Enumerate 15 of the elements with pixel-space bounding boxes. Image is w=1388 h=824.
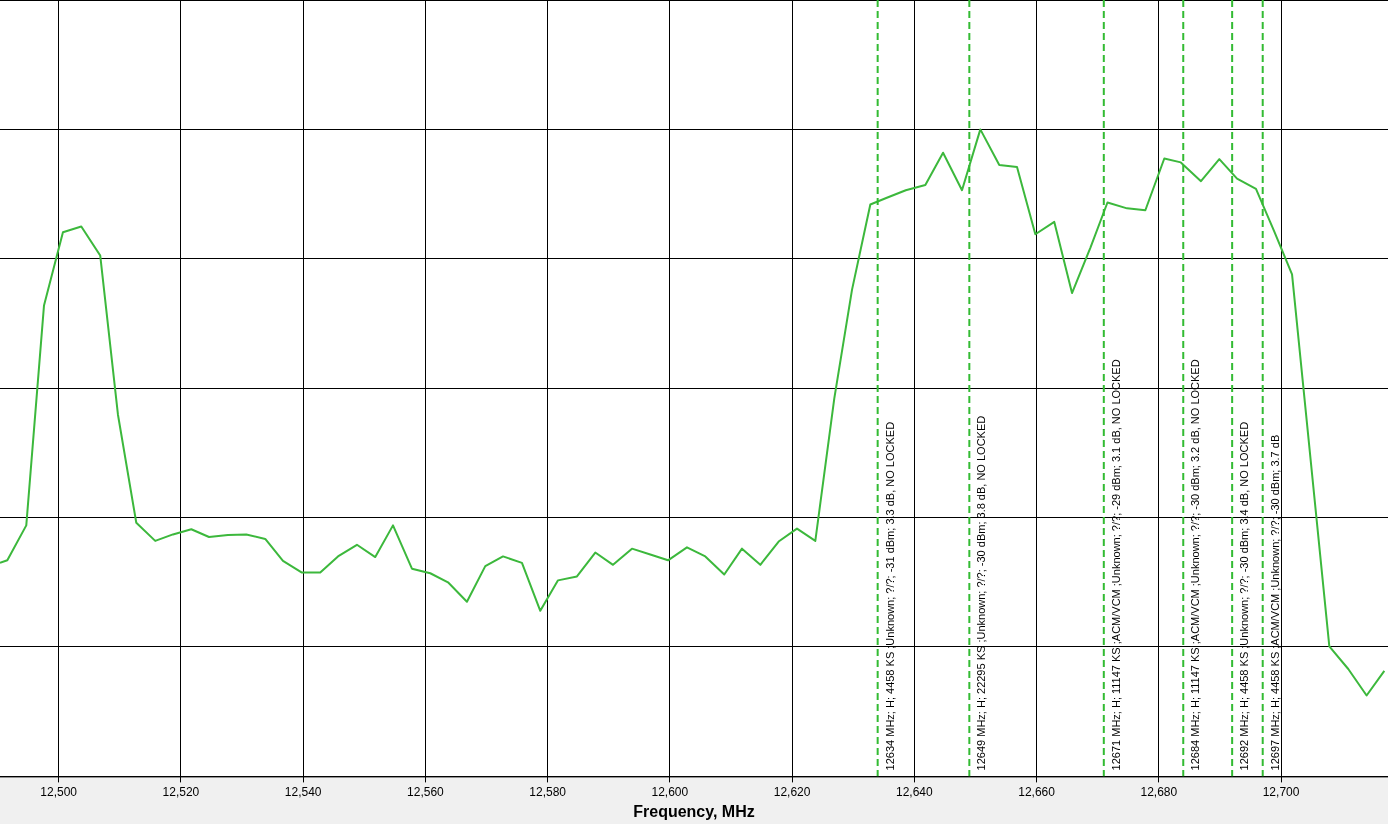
- x-tick-label: 12,540: [284, 784, 322, 799]
- x-tick-label: 12,560: [407, 784, 445, 799]
- ref-line-label: 12634 MHz; H; 4458 KS ;Unknown; ?/?; -31 dBm; 3.3 dB, NO LOCKED: [883, 421, 896, 771]
- x-tick-label: 12,680: [1140, 784, 1178, 799]
- x-axis-title: Frequency, MHz: [633, 802, 755, 820]
- x-tick-label: 12,660: [1018, 784, 1056, 799]
- x-tick-label: 12,600: [651, 784, 689, 799]
- x-tick-label: 12,580: [529, 784, 567, 799]
- ref-line-label: 12692 MHz; H; 4458 KS ;Unknown; ?/?; -30 dBm; 3.4 dB, NO LOCKED: [1238, 421, 1251, 771]
- ref-line-label: 12697 MHz; H; 4458 KS ;ACM/VCM ;Unknown; ?/?; -30 dBm; 3.7 dB: [1268, 434, 1281, 771]
- x-tick-label: 12,620: [773, 784, 811, 799]
- x-tick-label: 12,500: [40, 784, 78, 799]
- x-tick-label: 12,520: [162, 784, 200, 799]
- x-tick-label: 12,700: [1262, 784, 1300, 799]
- x-tick-label: 12,640: [895, 784, 934, 799]
